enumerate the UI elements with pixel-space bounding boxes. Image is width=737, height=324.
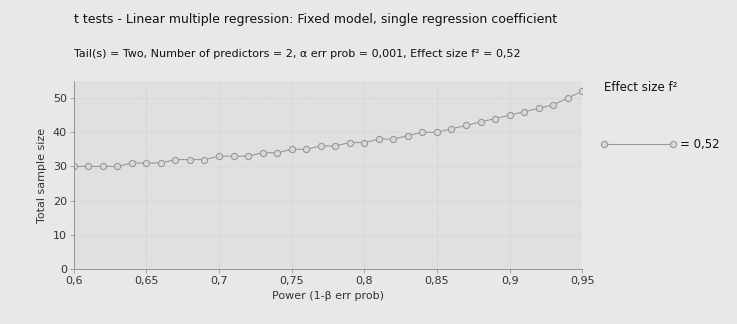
Text: Effect size f²: Effect size f² <box>604 81 678 94</box>
Text: t tests - Linear multiple regression: Fixed model, single regression coefficient: t tests - Linear multiple regression: Fi… <box>74 13 557 26</box>
X-axis label: Power (1-β err prob): Power (1-β err prob) <box>272 291 384 301</box>
Text: Tail(s) = Two, Number of predictors = 2, α err prob = 0,001, Effect size f² = 0,: Tail(s) = Two, Number of predictors = 2,… <box>74 49 520 59</box>
Text: = 0,52: = 0,52 <box>680 138 719 151</box>
Y-axis label: Total sample size: Total sample size <box>37 127 47 223</box>
